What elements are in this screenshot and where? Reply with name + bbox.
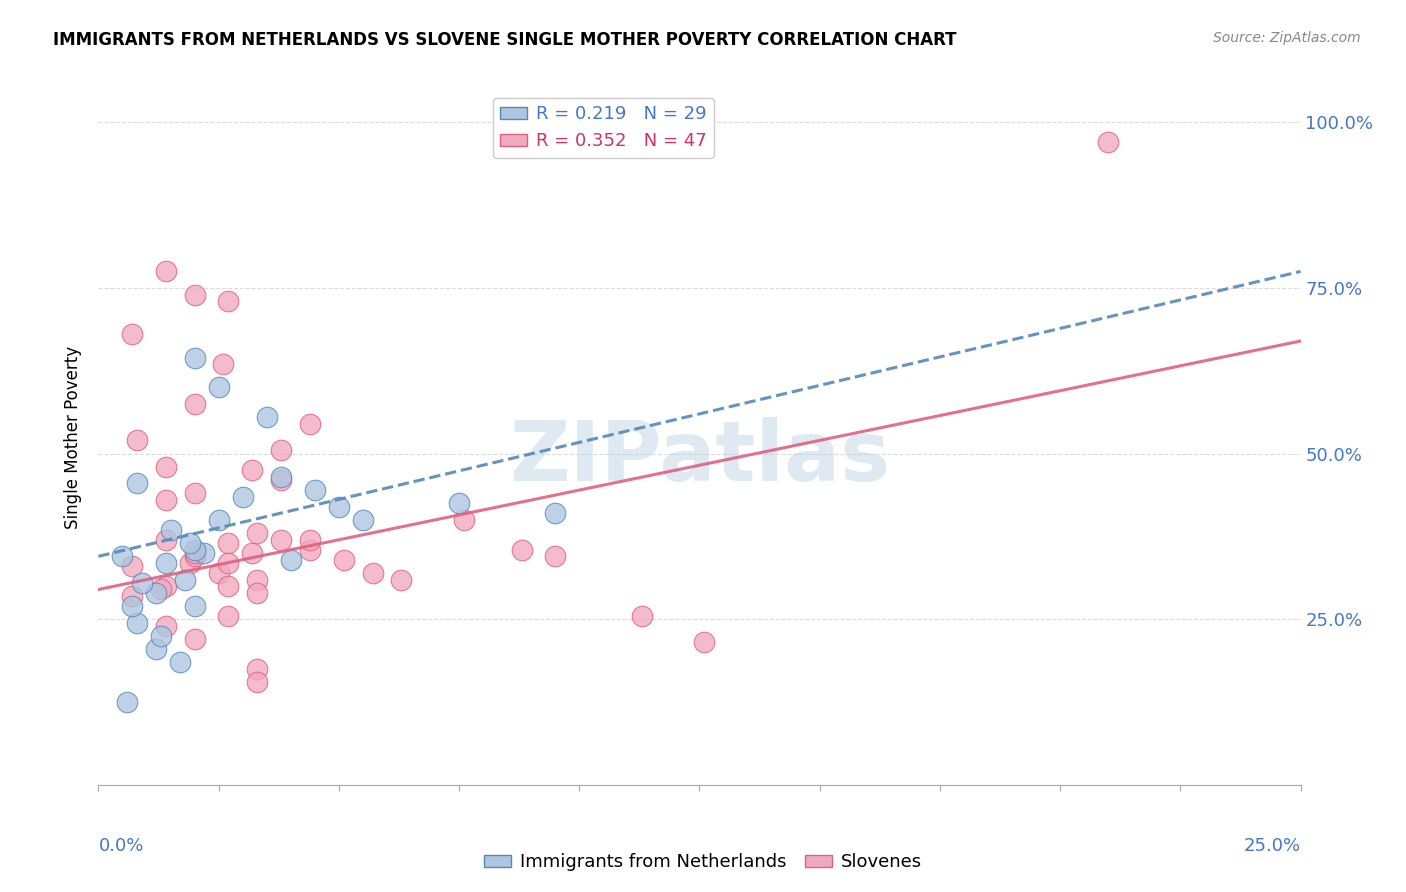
Point xyxy=(149,629,172,643)
Point xyxy=(169,656,191,670)
Point xyxy=(183,351,205,365)
Point xyxy=(510,542,533,557)
Point xyxy=(117,695,139,709)
Point xyxy=(270,470,292,484)
Point xyxy=(121,559,143,574)
Point xyxy=(232,490,254,504)
Point xyxy=(155,459,177,474)
Point xyxy=(155,619,177,633)
Point xyxy=(1097,135,1119,149)
Point xyxy=(240,546,263,560)
Point xyxy=(179,536,201,550)
Point xyxy=(155,556,177,570)
Point xyxy=(361,566,384,580)
Point xyxy=(246,573,269,587)
Point xyxy=(131,575,153,590)
Point xyxy=(174,573,197,587)
Point xyxy=(208,513,231,527)
Point xyxy=(246,526,269,541)
Point xyxy=(352,513,374,527)
Point xyxy=(217,294,239,309)
Point xyxy=(280,552,302,566)
Text: IMMIGRANTS FROM NETHERLANDS VS SLOVENE SINGLE MOTHER POVERTY CORRELATION CHART: IMMIGRANTS FROM NETHERLANDS VS SLOVENE S… xyxy=(53,31,957,49)
Point xyxy=(183,486,205,500)
Point xyxy=(630,609,652,624)
Point xyxy=(256,410,278,425)
Point xyxy=(145,586,167,600)
Point xyxy=(121,327,143,342)
Point xyxy=(240,463,263,477)
Point xyxy=(217,556,239,570)
Point xyxy=(121,599,143,613)
Point xyxy=(217,609,239,624)
Point xyxy=(544,549,567,564)
Point xyxy=(270,473,292,487)
Point xyxy=(693,635,716,649)
Legend: Immigrants from Netherlands, Slovenes: Immigrants from Netherlands, Slovenes xyxy=(477,847,929,879)
Text: ZIPatlas: ZIPatlas xyxy=(509,417,890,499)
Point xyxy=(155,533,177,547)
Text: Source: ZipAtlas.com: Source: ZipAtlas.com xyxy=(1213,31,1361,45)
Point xyxy=(183,287,205,301)
Point xyxy=(208,566,231,580)
Point xyxy=(208,380,231,394)
Text: 25.0%: 25.0% xyxy=(1243,837,1301,855)
Point xyxy=(389,573,412,587)
Point xyxy=(328,500,350,514)
Point xyxy=(453,513,475,527)
Point xyxy=(304,483,326,497)
Point xyxy=(270,443,292,458)
Point xyxy=(183,632,205,647)
Point xyxy=(145,642,167,657)
Point xyxy=(155,493,177,508)
Text: 0.0%: 0.0% xyxy=(98,837,143,855)
Point xyxy=(155,264,177,278)
Point xyxy=(183,599,205,613)
Point xyxy=(217,579,239,593)
Legend: R = 0.219   N = 29, R = 0.352   N = 47: R = 0.219 N = 29, R = 0.352 N = 47 xyxy=(492,98,714,158)
Point xyxy=(544,506,567,520)
Point xyxy=(332,552,354,566)
Point xyxy=(217,536,239,550)
Point xyxy=(125,615,148,630)
Point xyxy=(447,496,470,510)
Point xyxy=(298,542,321,557)
Point xyxy=(246,662,269,676)
Point xyxy=(183,397,205,411)
Point xyxy=(246,586,269,600)
Point xyxy=(125,434,148,448)
Point xyxy=(212,357,235,371)
Point xyxy=(149,582,172,597)
Point xyxy=(298,417,321,431)
Point xyxy=(111,549,134,564)
Point xyxy=(193,546,215,560)
Point xyxy=(159,523,181,537)
Point xyxy=(179,556,201,570)
Point xyxy=(246,675,269,690)
Point xyxy=(298,533,321,547)
Point xyxy=(183,542,205,557)
Point xyxy=(155,579,177,593)
Point xyxy=(270,533,292,547)
Point xyxy=(121,589,143,603)
Point xyxy=(125,476,148,491)
Point xyxy=(183,549,205,564)
Point xyxy=(183,546,205,560)
Y-axis label: Single Mother Poverty: Single Mother Poverty xyxy=(65,345,83,529)
